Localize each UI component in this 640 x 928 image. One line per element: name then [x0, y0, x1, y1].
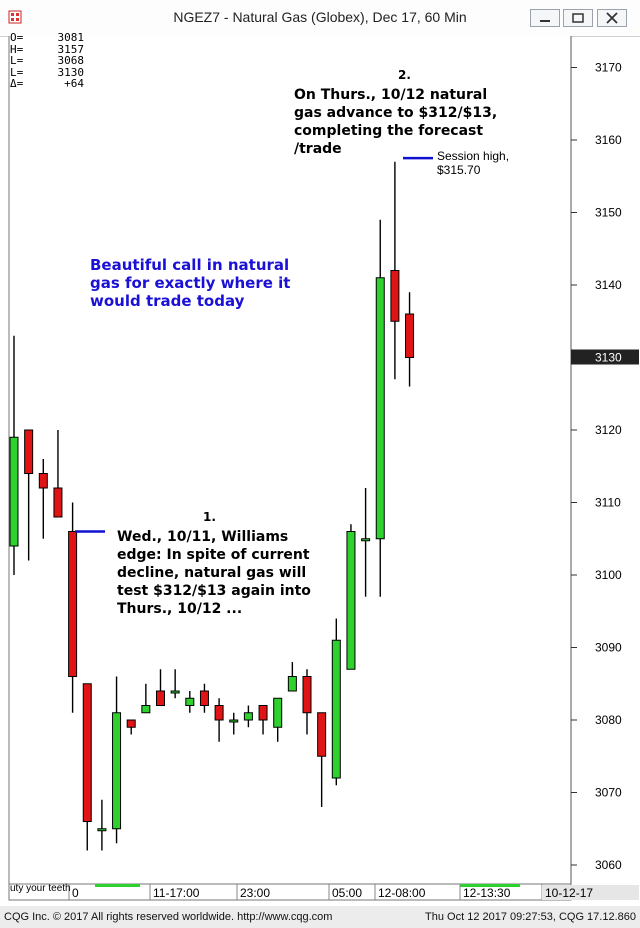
candle-body — [126, 719, 136, 728]
session-high-label: Session high, $315.70 — [437, 149, 510, 177]
candle-body — [141, 705, 151, 714]
minimize-button[interactable] — [530, 9, 560, 27]
plot-frame — [8, 36, 572, 885]
candle-body — [302, 676, 312, 714]
candle-body — [258, 705, 268, 721]
maximize-button[interactable] — [563, 9, 593, 27]
ohlc-row: L= 3068 — [10, 54, 84, 68]
price-tick-label: 3060 — [595, 858, 622, 872]
price-tick-label: 3080 — [595, 713, 622, 727]
candle-body — [229, 719, 239, 723]
time-tick-label: 23:00 — [240, 886, 270, 900]
candle-body — [82, 683, 92, 822]
last-price-label: 3130 — [595, 351, 622, 365]
price-tick-label: 3160 — [595, 133, 622, 147]
timestamp-text: Thu Oct 12 2017 09:27:53, CQG 17.12.860 — [425, 911, 636, 923]
time-tick-label: 05:00 — [332, 886, 362, 900]
copyright-text: CQG Inc. © 2017 All rights reserved worl… — [4, 911, 333, 923]
candle-body — [243, 712, 253, 721]
price-tick-label: 3170 — [595, 61, 622, 75]
candle-body — [361, 538, 371, 542]
last-price-badge — [571, 349, 639, 365]
price-tick-label: 3110 — [595, 496, 621, 510]
price-tick-label: 3150 — [595, 206, 622, 220]
candle-body — [317, 712, 327, 757]
candle-body — [287, 676, 297, 692]
price-tick-label: 3100 — [595, 568, 622, 582]
window-titlebar: NGEZ7 - Natural Gas (Globex), Dec 17, 60… — [0, 0, 640, 37]
time-tick-label: 12-13:30 — [463, 886, 511, 900]
teeth-caption: uty your teeth — [10, 883, 71, 894]
note2-number: 2. — [398, 68, 411, 82]
price-chart[interactable]: 3060 3070 3080 3090 3100 3110 3120 3130 3140 3150… — [0, 36, 640, 904]
ohlc-row: H= 3157 — [10, 42, 84, 56]
candle-body — [185, 697, 195, 706]
close-button[interactable] — [597, 9, 627, 27]
window-title: NGEZ7 - Natural Gas (Globex), Dec 17, 60… — [173, 9, 467, 25]
price-tick-label: 3070 — [595, 786, 622, 800]
candle-body — [24, 429, 34, 474]
session-bar — [95, 884, 140, 887]
time-tick-label: 0 — [72, 886, 79, 900]
candle-body — [112, 712, 122, 830]
price-tick-label: 3140 — [595, 278, 622, 292]
time-tick-label: 12-08:00 — [378, 886, 426, 900]
note1-text: Wed., 10/11, Williams edge: In spite of … — [117, 529, 311, 617]
close-icon — [606, 12, 618, 24]
candle-body — [199, 690, 209, 706]
time-tick-label: 11-17:00 — [153, 886, 200, 900]
minimize-icon — [540, 20, 550, 22]
candle-body — [346, 531, 356, 670]
note1-number: 1. — [203, 510, 216, 524]
ohlc-readout: O= 3081 H= 3157 L= 3068 L= 3130 Δ= +64 — [10, 32, 84, 90]
candle-body — [375, 277, 385, 540]
time-tick-label: 10-12-17 — [545, 886, 593, 900]
note2-text: On Thurs., 10/12 natural gas advance to … — [294, 87, 498, 157]
candle-body — [68, 531, 78, 677]
candle-body — [331, 639, 341, 779]
price-tick-label: 3090 — [595, 641, 622, 655]
ohlc-row: O= 3081 — [10, 31, 84, 44]
ohlc-row: L= 3130 — [10, 65, 84, 79]
time-cursor-badge — [542, 885, 639, 900]
session-bar — [460, 884, 520, 887]
candle-body — [156, 690, 165, 706]
candle-body — [38, 473, 48, 489]
candle-body — [405, 313, 415, 358]
blue-callout: Beautiful call in natural gas for exactl… — [90, 256, 291, 310]
status-footer: CQG Inc. © 2017 All rights reserved worl… — [0, 906, 640, 928]
candle-body — [273, 697, 283, 728]
candle-body — [97, 828, 107, 832]
ohlc-row: Δ= +64 — [10, 77, 84, 91]
price-tick-label: 3120 — [595, 423, 622, 437]
cqg-app-icon — [8, 10, 22, 24]
candle-body — [390, 270, 400, 322]
candle-body — [53, 487, 63, 518]
maximize-icon — [572, 13, 584, 23]
candle-body — [214, 705, 224, 721]
candle-body — [9, 436, 19, 547]
candle-body — [170, 690, 180, 694]
